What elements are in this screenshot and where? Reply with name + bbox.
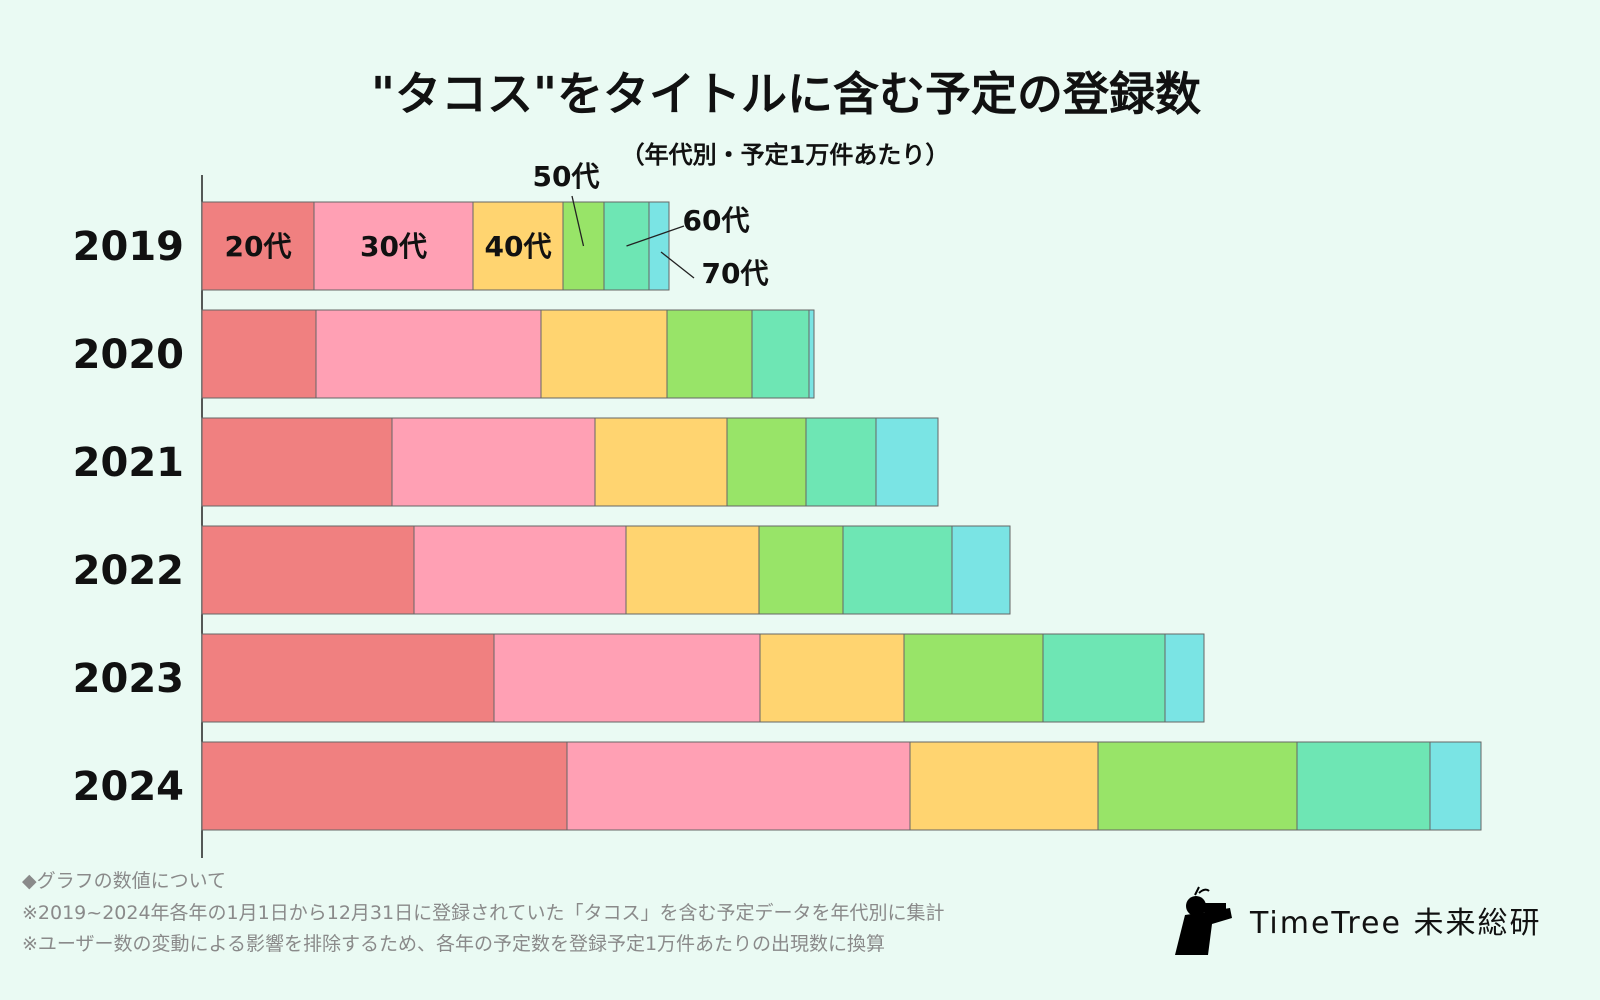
bar-segment-2023-60代 (1042, 633, 1166, 723)
bar-segment-2024-60代 (1296, 741, 1431, 831)
notes-line-1: ※2019~2024年各年の1月1日から12月31日に登録されていた「タコス」を… (22, 902, 945, 924)
notes-line-2: ※ユーザー数の変動による影響を排除するため、各年の予定数を登録予定1万件あたりの… (22, 933, 885, 955)
bar-segment-2023-50代 (903, 633, 1044, 723)
brand-logo-icon (1175, 886, 1232, 955)
callout-line (660, 251, 695, 279)
callout-line (626, 225, 685, 247)
bar-segment-2024-40代 (909, 741, 1099, 831)
bar-segment-2023-20代 (201, 633, 495, 723)
bar-segment-2021-30代 (391, 417, 596, 507)
bar-segment-2019-30代 (313, 201, 474, 291)
legend-label: 50代 (533, 160, 600, 193)
legend-label: 40代 (485, 230, 552, 263)
chart-title: "タコス"をタイトルに含む予定の登録数 (371, 67, 1201, 121)
bar-segment-2021-40代 (594, 417, 728, 507)
bars-group: 2019 2020 2021 2022 2023 2024 (73, 201, 1482, 831)
bar-segment-2019-20代 (201, 201, 315, 291)
legend-label: 60代 (683, 204, 750, 237)
bar-segment-2020-60代 (751, 309, 810, 399)
bar-segment-2022-70代 (951, 525, 1011, 615)
year-label: 2020 (73, 332, 184, 378)
inline-legend: 20代 30代 40代 50代 60代 70代 (225, 160, 769, 290)
brand-name: TimeTree 未来総研 (1249, 906, 1541, 941)
bar-segment-2024-50代 (1097, 741, 1298, 831)
year-label: 2023 (73, 656, 184, 702)
bar-segment-2021-70代 (875, 417, 939, 507)
bar-segment-2022-40代 (625, 525, 760, 615)
bar-segment-2022-30代 (413, 525, 627, 615)
bar-segment-2023-70代 (1164, 633, 1205, 723)
bar-segment-2022-20代 (201, 525, 415, 615)
callout-line (571, 195, 585, 247)
year-label: 2021 (73, 440, 184, 486)
year-label: 2024 (73, 764, 184, 810)
bar-segment-2020-50代 (666, 309, 753, 399)
bar-segment-2024-20代 (201, 741, 568, 831)
bar-segment-2021-60代 (805, 417, 877, 507)
bar-segment-2023-40代 (759, 633, 905, 723)
year-label: 2022 (73, 548, 184, 594)
bar-segment-2022-60代 (842, 525, 953, 615)
bar-segment-2024-70代 (1429, 741, 1482, 831)
bar-segment-2020-70代 (808, 309, 815, 399)
bar-segment-2020-30代 (315, 309, 542, 399)
bar-segment-2021-20代 (201, 417, 393, 507)
bar-segment-2023-30代 (493, 633, 761, 723)
bar-segment-2024-30代 (566, 741, 911, 831)
chart-subtitle: （年代別・予定1万件あたり） (621, 141, 950, 169)
year-label: 2019 (73, 224, 184, 270)
legend-label: 70代 (702, 257, 769, 290)
legend-label: 30代 (360, 230, 427, 263)
bar-segment-2020-20代 (201, 309, 317, 399)
bar-segment-2019-40代 (472, 201, 564, 291)
bar-segment-2020-40代 (540, 309, 668, 399)
bar-segment-2019-70代 (648, 201, 670, 291)
notes-heading: ◆グラフの数値について (22, 870, 226, 892)
legend-label: 20代 (225, 230, 292, 263)
bar-segment-2021-50代 (726, 417, 807, 507)
bar-segment-2022-50代 (758, 525, 844, 615)
